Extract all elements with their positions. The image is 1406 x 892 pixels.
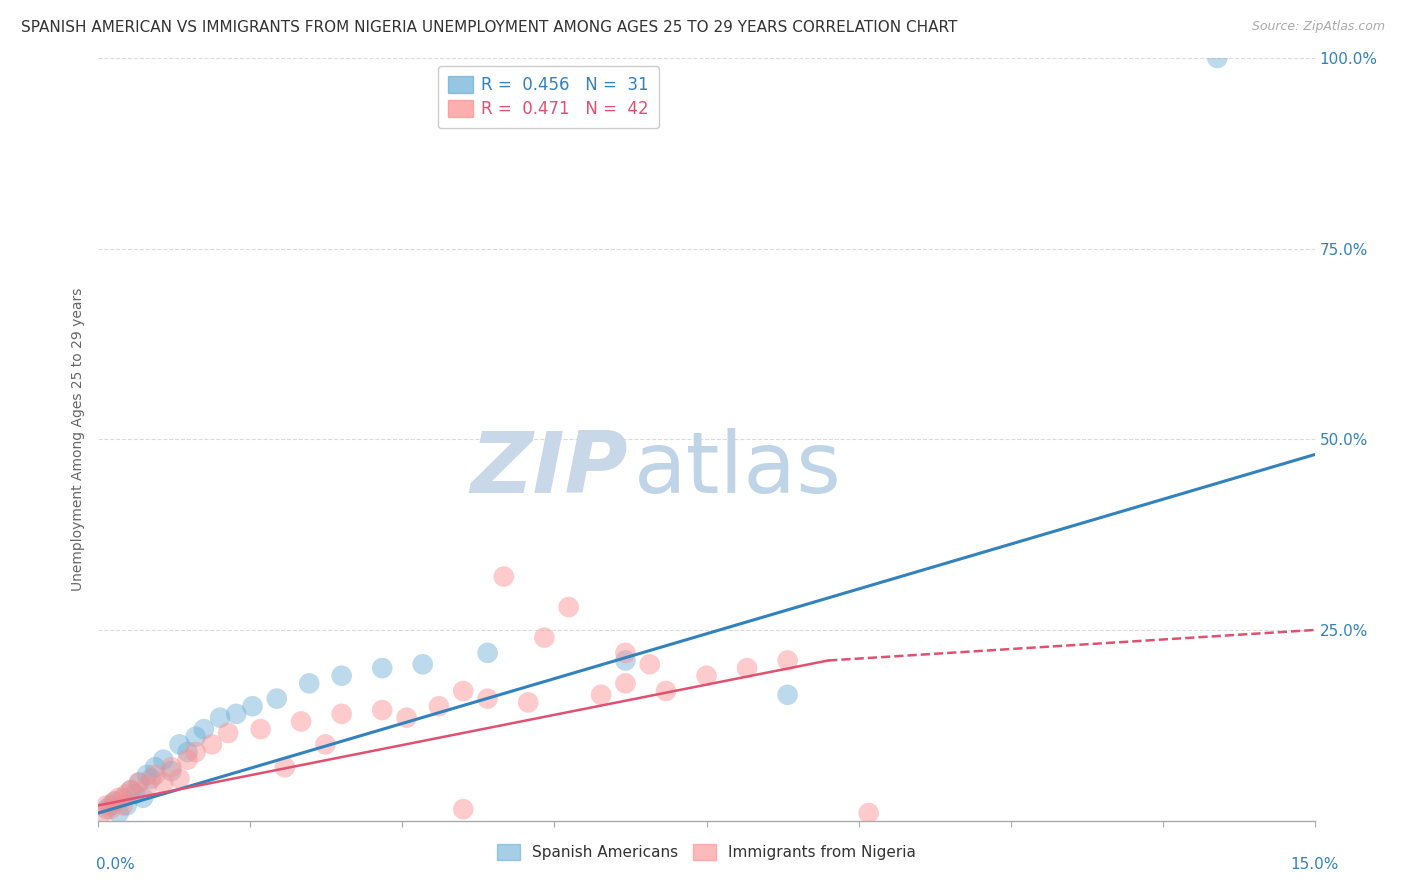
Point bbox=[139, 772, 162, 786]
Point bbox=[152, 753, 174, 767]
Point bbox=[453, 802, 475, 816]
Point bbox=[96, 802, 118, 816]
Point bbox=[477, 691, 499, 706]
Point bbox=[115, 798, 138, 813]
Point bbox=[395, 711, 418, 725]
Point bbox=[128, 775, 150, 789]
Point bbox=[176, 753, 198, 767]
Point bbox=[104, 795, 127, 809]
Point bbox=[1206, 51, 1229, 65]
Point bbox=[120, 783, 142, 797]
Point bbox=[96, 798, 118, 813]
Point bbox=[128, 775, 150, 789]
Point bbox=[143, 768, 166, 782]
Point bbox=[100, 802, 122, 816]
Point bbox=[453, 684, 475, 698]
Point bbox=[104, 795, 127, 809]
Point bbox=[107, 805, 129, 820]
Point bbox=[477, 646, 499, 660]
Point bbox=[371, 661, 394, 675]
Point bbox=[412, 657, 434, 672]
Point bbox=[517, 695, 540, 709]
Point bbox=[184, 730, 207, 744]
Point bbox=[614, 653, 637, 667]
Point bbox=[330, 669, 353, 683]
Point bbox=[696, 669, 718, 683]
Point bbox=[111, 798, 134, 813]
Point bbox=[242, 699, 264, 714]
Y-axis label: Unemployment Among Ages 25 to 29 years: Unemployment Among Ages 25 to 29 years bbox=[72, 287, 86, 591]
Point bbox=[132, 790, 155, 805]
Point bbox=[120, 783, 142, 797]
Point bbox=[557, 600, 579, 615]
Point bbox=[776, 688, 799, 702]
Text: ZIP: ZIP bbox=[470, 428, 627, 511]
Text: 0.0%: 0.0% bbox=[96, 857, 135, 872]
Legend: Spanish Americans, Immigrants from Nigeria: Spanish Americans, Immigrants from Niger… bbox=[491, 838, 922, 866]
Point bbox=[776, 653, 799, 667]
Point bbox=[290, 714, 312, 729]
Point bbox=[655, 684, 678, 698]
Point bbox=[160, 760, 183, 774]
Point bbox=[591, 688, 613, 702]
Point bbox=[330, 706, 353, 721]
Point bbox=[298, 676, 321, 690]
Point bbox=[100, 798, 122, 813]
Point bbox=[169, 772, 191, 786]
Point bbox=[115, 787, 138, 801]
Point bbox=[136, 780, 159, 794]
Point bbox=[533, 631, 555, 645]
Point bbox=[274, 760, 297, 774]
Point bbox=[858, 805, 880, 820]
Point bbox=[176, 745, 198, 759]
Point bbox=[124, 787, 146, 801]
Point bbox=[143, 760, 166, 774]
Point bbox=[266, 691, 288, 706]
Text: 15.0%: 15.0% bbox=[1291, 857, 1339, 872]
Point bbox=[184, 745, 207, 759]
Point bbox=[111, 790, 134, 805]
Text: SPANISH AMERICAN VS IMMIGRANTS FROM NIGERIA UNEMPLOYMENT AMONG AGES 25 TO 29 YEA: SPANISH AMERICAN VS IMMIGRANTS FROM NIGE… bbox=[21, 20, 957, 35]
Point bbox=[249, 722, 271, 736]
Point bbox=[371, 703, 394, 717]
Point bbox=[136, 768, 159, 782]
Point bbox=[427, 699, 450, 714]
Point bbox=[638, 657, 661, 672]
Point bbox=[314, 737, 336, 751]
Point bbox=[152, 775, 174, 789]
Point bbox=[614, 646, 637, 660]
Point bbox=[201, 737, 224, 751]
Point bbox=[217, 726, 239, 740]
Point bbox=[107, 790, 129, 805]
Point bbox=[91, 805, 114, 820]
Point bbox=[169, 737, 191, 751]
Point bbox=[735, 661, 758, 675]
Point bbox=[160, 764, 183, 778]
Point bbox=[614, 676, 637, 690]
Point bbox=[492, 569, 515, 583]
Text: Source: ZipAtlas.com: Source: ZipAtlas.com bbox=[1251, 20, 1385, 33]
Point bbox=[209, 711, 232, 725]
Point bbox=[193, 722, 215, 736]
Text: atlas: atlas bbox=[634, 428, 842, 511]
Point bbox=[225, 706, 247, 721]
